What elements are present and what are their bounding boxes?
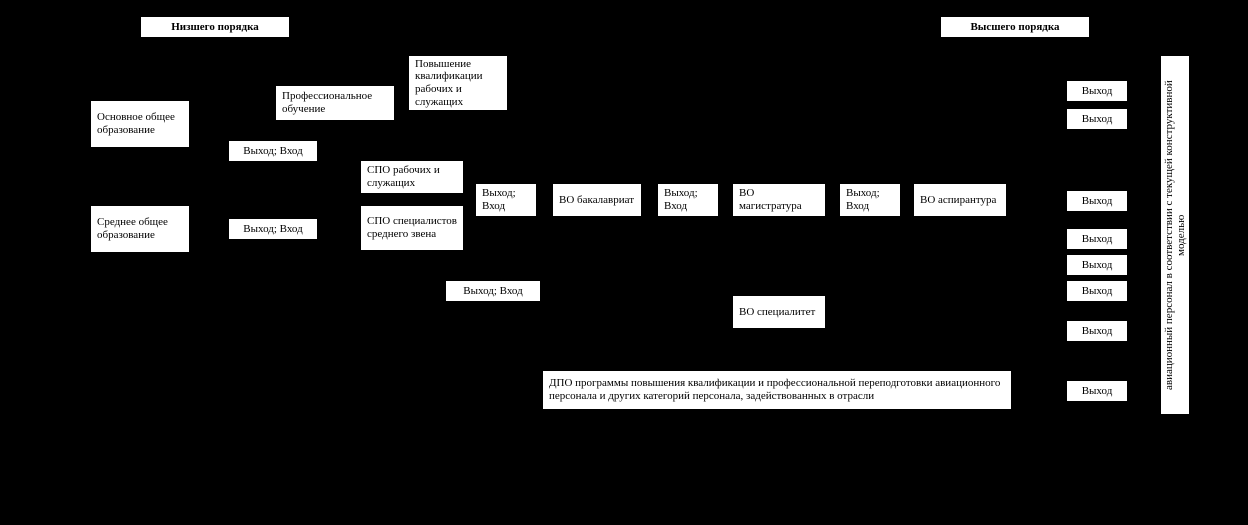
exit-box-4: Выход	[1066, 228, 1128, 250]
connector-exit-enter-4: Выход; Вход	[445, 280, 541, 302]
exit-box-3: Выход	[1066, 190, 1128, 212]
node-spo-workers: СПО рабочих и служащих	[360, 160, 464, 194]
connector-exit-enter-3: Выход; Вход	[475, 183, 537, 217]
exit-box-8: Выход	[1066, 380, 1128, 402]
node-qualification-improvement-workers: Повышение квалификации рабочих и служащи…	[408, 55, 508, 111]
exit-box-6: Выход	[1066, 280, 1128, 302]
exit-box-1: Выход	[1066, 80, 1128, 102]
exit-box-2: Выход	[1066, 108, 1128, 130]
node-vo-specialist: ВО специалитет	[732, 295, 826, 329]
header-low-order: Низшего порядка	[140, 16, 290, 38]
connector-exit-enter-1: Выход; Вход	[228, 140, 318, 162]
diagram-canvas: Низшего порядка Высшего порядка Основное…	[0, 0, 1248, 525]
node-basic-general-education: Основное общее образование	[90, 100, 190, 148]
exit-box-7: Выход	[1066, 320, 1128, 342]
connector-exit-enter-5: Выход; Вход	[657, 183, 719, 217]
exit-box-5: Выход	[1066, 254, 1128, 276]
header-high-order: Высшего порядка	[940, 16, 1090, 38]
connector-exit-enter-6: Выход; Вход	[839, 183, 901, 217]
node-professional-training: Профессиональное обучение	[275, 85, 395, 121]
connector-exit-enter-2: Выход; Вход	[228, 218, 318, 240]
node-vo-aspirantura: ВО аспирантура	[913, 183, 1007, 217]
node-vo-bachelor: ВО бакалавриат	[552, 183, 642, 217]
node-vo-master: ВО магистратура	[732, 183, 826, 217]
sidebar-aviation-personnel: авиационный персонал в соответствии с те…	[1160, 55, 1190, 415]
edge-layer	[0, 0, 1248, 525]
node-spo-specialists: СПО специалистов среднего звена	[360, 205, 464, 251]
node-dpo-programs: ДПО программы повышения квалификации и п…	[542, 370, 1012, 410]
node-secondary-general-education: Среднее общее образование	[90, 205, 190, 253]
